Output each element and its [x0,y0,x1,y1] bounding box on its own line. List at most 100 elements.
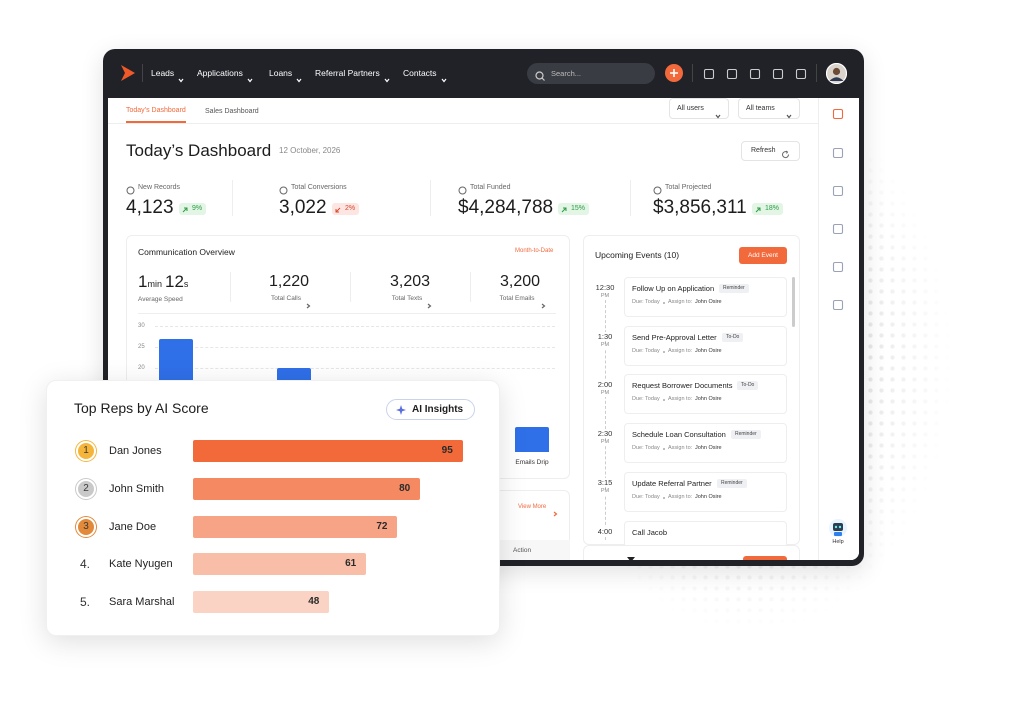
refresh-button[interactable] [741,141,800,161]
chevron-svg [786,114,792,119]
event-tag: Reminder [719,284,749,293]
event-time: 2:00 [590,380,620,390]
event-card[interactable] [624,471,787,512]
rank-number: 4. [80,557,91,571]
event-tag: Reminder [717,478,747,488]
grid-line [155,368,555,369]
y-tick-label: 20 [138,365,145,371]
trend-arrow [335,206,341,213]
panel-title: Communication Overview [138,247,235,257]
add-event[interactable]: Add Event [739,247,787,264]
speed-part: s [183,279,189,289]
search-box[interactable] [527,63,655,84]
stat-label[interactable]: Total Calls [271,295,301,302]
stat-label[interactable]: Total Emails [499,295,535,302]
trend-arrow [561,206,567,213]
trend-arrow-svg [182,207,188,213]
event-due: Due: Today [632,299,660,305]
chevron-svg [296,78,302,83]
sidebar-icon [832,107,844,120]
chevron-svg [247,78,253,83]
filter-dropdown[interactable] [669,98,729,119]
event-card[interactable] [624,325,787,366]
stat-divider [350,272,351,302]
help-label[interactable]: Help [832,539,844,545]
refresh-icon-svg [782,150,790,159]
nav-item[interactable]: Contacts [403,68,437,78]
event-card[interactable] [624,423,787,464]
event-time: 1:30 [590,331,620,341]
view-more[interactable]: View More [518,504,547,510]
stat-value: 3,200 [499,273,541,290]
event-time: 3:15 [590,477,620,487]
rep-name: John Smith [109,483,165,495]
event-tag: To-Do [737,381,759,391]
nav-item[interactable]: Leads [151,68,175,78]
kpi-icon [653,182,662,195]
event-time: 4:00 [590,526,620,536]
sidebar-icon-svg [832,299,844,311]
event-card[interactable] [624,277,787,317]
stat-label[interactable]: Total Texts [391,295,423,302]
ai-insights[interactable] [386,399,475,420]
score-bar [193,516,398,538]
chevron-svg [441,78,447,83]
event-assignee: John Osire [695,347,722,354]
separator-dot [663,350,665,353]
event-tag: Reminder [731,430,761,440]
tab[interactable]: Sales Dashboard [205,108,259,115]
sidebar-icon-svg [832,108,844,120]
rep-name: Dan Jones [109,445,162,457]
ai-insights-label: AI Insights [412,404,464,415]
grid-line [155,347,555,348]
filter-dropdown[interactable] [738,98,800,119]
chevron-svg [715,114,721,119]
scrollbar [792,277,795,327]
tab-active[interactable]: Today’s Dashboard [126,107,186,114]
nav-icon [749,67,761,80]
chevron [247,70,253,83]
nav-icon-svg [703,68,715,80]
score-label: 95 [441,445,453,456]
event-card[interactable] [624,374,787,415]
refresh-label: Refresh [751,147,776,154]
sidebar-icon-svg [832,261,844,273]
kpi-icon-svg [279,186,288,195]
chevron [384,70,390,83]
bar-label: Emails Drip [515,459,549,466]
chevron [715,106,721,119]
event-due: Due: Today [632,396,660,403]
stat-label: Average Speed [138,296,183,303]
score-bar [193,553,367,575]
event-period: PM [590,487,620,495]
panel-button[interactable] [743,556,787,560]
table-column: Action [513,547,532,554]
nav-item[interactable]: Loans [269,68,293,78]
rank-number: 5. [80,595,91,609]
trend-arrow [755,206,761,213]
chevron-svg [541,303,546,309]
page-date: 12 October, 2026 [279,146,341,155]
event-assign: Assign to: [668,445,693,452]
kpi-label: Total Projected [665,184,712,191]
nav-item[interactable]: Applications [197,68,243,78]
sidebar-icon-svg [832,223,844,235]
event-title: Send Pre-Approval Letter [632,332,717,342]
logo-svg [121,65,135,81]
avatar [825,62,848,85]
rep-name: Sara Marshal [109,596,175,608]
trend-arrow [182,206,188,213]
nav-item[interactable]: Referral Partners [315,68,380,78]
separator-dot [663,448,665,451]
chevron-svg [553,511,558,517]
panel-period[interactable]: Month-to-Date [515,248,554,254]
stat-value: 3,203 [389,273,431,290]
sidebar-icon [832,184,844,197]
score-bar [193,440,463,462]
chevron-svg [178,78,184,83]
event-period: PM [590,390,620,398]
sidebar-icon [832,298,844,311]
nav-icon-svg [795,68,807,80]
event-due: Due: Today [632,493,660,500]
